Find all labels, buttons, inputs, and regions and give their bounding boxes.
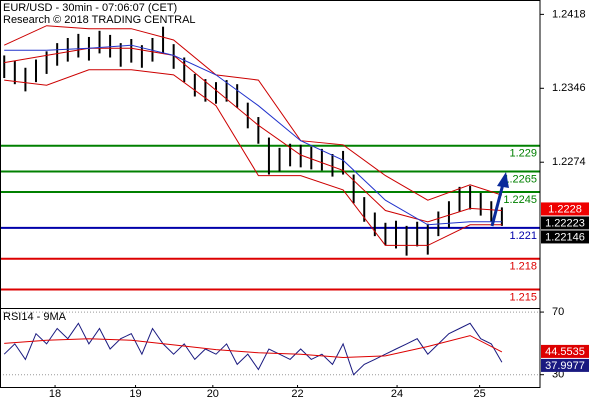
- value-tag: [541, 230, 589, 244]
- plot-layer: 1.229 1.2265 1.2245 1.221 1.218 1.215: [0, 25, 540, 376]
- level-label: 1.229: [509, 148, 537, 160]
- y-tick-label: 1.2274: [552, 156, 586, 168]
- value-tag: [541, 216, 589, 230]
- level-label: 1.221: [509, 230, 537, 242]
- y-tick-label: 70: [552, 306, 564, 318]
- value-tag: [541, 202, 589, 216]
- value-tag-label: 1.2228: [548, 203, 582, 215]
- x-tick-label: 24: [391, 388, 403, 400]
- y-tick-label: 1.2418: [552, 8, 586, 20]
- x-tick-label: 19: [129, 388, 141, 400]
- plot-frame: [0, 0, 541, 388]
- value-tag-label: 1.22146: [545, 231, 585, 243]
- rsi-title: RSI14 - 9MA: [3, 311, 67, 323]
- value-tag-label: 44.5535: [545, 346, 585, 358]
- level-label: 1.2245: [503, 194, 537, 206]
- series-line: [3, 322, 503, 376]
- forecast-arrow-head: [497, 172, 509, 188]
- y-tick-label: 1.2346: [552, 82, 586, 94]
- level-label: 1.218: [509, 261, 537, 273]
- value-tag-label: 1.22223: [545, 217, 585, 229]
- forecast-arrow: [490, 183, 505, 227]
- level-label: 1.2265: [503, 173, 537, 185]
- chart-subtitle: Research © 2018 TRADING CENTRAL: [3, 14, 196, 26]
- series-line: [4, 335, 503, 359]
- x-tick-label: 25: [474, 388, 486, 400]
- series-line: [3, 25, 503, 201]
- level-label: 1.215: [509, 291, 537, 303]
- value-tag: [541, 358, 589, 372]
- series-line: [4, 44, 502, 226]
- chart-title: EUR/USD - 30min - 07:06:07 (CET): [3, 2, 177, 14]
- x-tick-label: 18: [49, 388, 61, 400]
- series-line: [4, 69, 502, 246]
- x-tick-label: 22: [291, 388, 303, 400]
- x-tick-label: 20: [207, 388, 219, 400]
- value-tag: [541, 344, 589, 358]
- value-tag-label: 37.9977: [545, 360, 585, 372]
